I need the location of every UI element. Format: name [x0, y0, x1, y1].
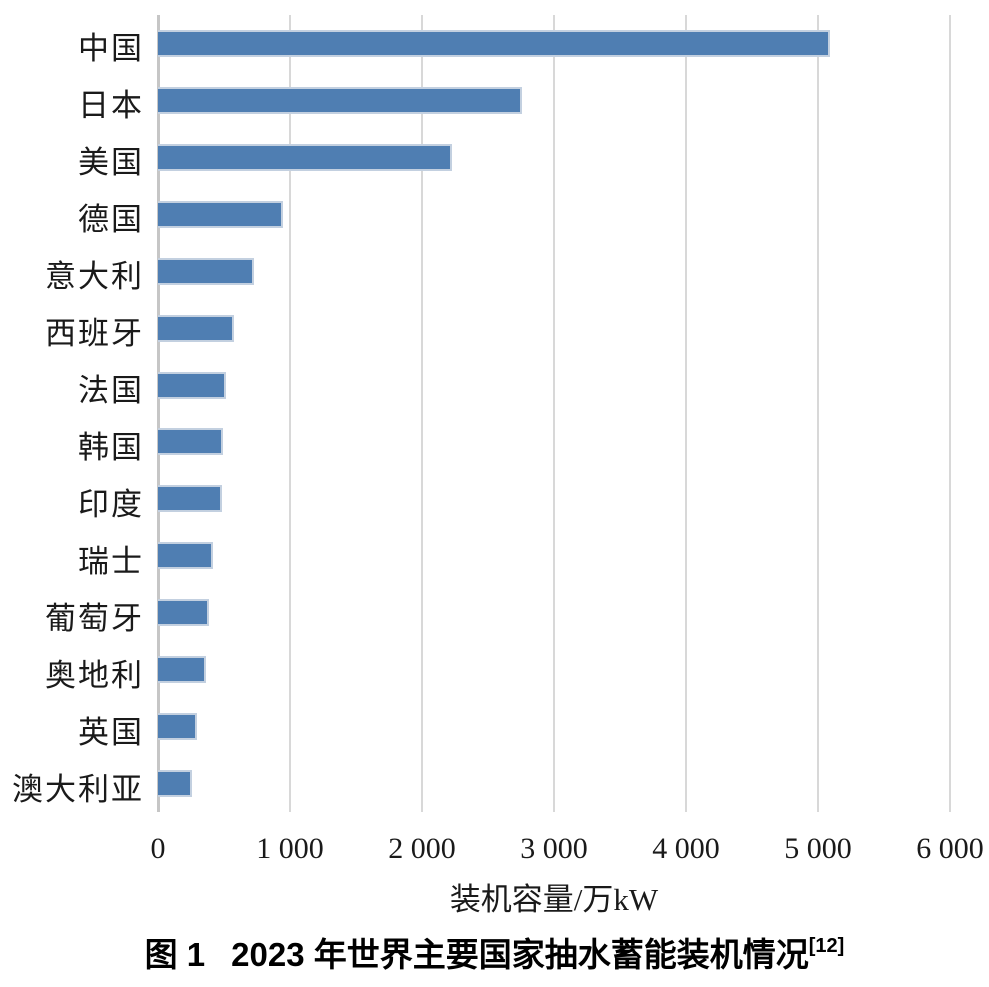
gridline: [817, 15, 819, 812]
bar: [158, 143, 453, 171]
bar: [158, 29, 830, 57]
category-label: 英国: [78, 714, 144, 750]
gridline: [421, 15, 423, 812]
x-tick-label: 1 000: [256, 832, 324, 865]
bar: [158, 428, 223, 456]
x-tick-label: 0: [150, 832, 166, 865]
figure-caption-number: 图 1: [144, 936, 206, 973]
plot-area: [157, 15, 951, 812]
figure-caption-reference: [12]: [808, 935, 845, 957]
gridline: [553, 15, 555, 812]
x-tick-label: 4 000: [652, 832, 720, 865]
gridline: [289, 15, 291, 812]
y-axis-line: [157, 15, 160, 812]
category-label: 葡萄牙: [45, 600, 144, 636]
bar: [158, 200, 284, 228]
bar: [158, 371, 226, 399]
bar: [158, 713, 197, 741]
category-label: 印度: [78, 486, 144, 522]
figure-caption: 图 1 2023 年世界主要国家抽水蓄能装机情况[12]: [0, 928, 989, 976]
category-label: 美国: [78, 145, 144, 181]
bar: [158, 257, 255, 285]
category-label: 德国: [78, 202, 144, 238]
x-tick-label: 5 000: [784, 832, 852, 865]
figure-caption-title: 2023 年世界主要国家抽水蓄能装机情况: [231, 936, 809, 973]
category-label: 韩国: [78, 429, 144, 465]
bar: [158, 542, 214, 570]
x-tick-label: 6 000: [916, 832, 984, 865]
y-axis-category-labels: 中国日本美国德国意大利西班牙法国韩国印度瑞士葡萄牙奥地利英国澳大利亚: [0, 15, 144, 812]
category-label: 瑞士: [78, 543, 144, 579]
bar: [158, 656, 206, 684]
category-label: 澳大利亚: [12, 771, 144, 807]
category-label: 日本: [78, 88, 144, 124]
bar: [158, 770, 193, 798]
category-label: 奥地利: [45, 657, 144, 693]
bar: [158, 599, 210, 627]
bar: [158, 485, 223, 513]
x-tick-label: 2 000: [388, 832, 456, 865]
gridline: [949, 15, 951, 812]
bar: [158, 86, 523, 114]
bar: [158, 314, 234, 342]
category-label: 法国: [78, 373, 144, 409]
category-label: 中国: [78, 31, 144, 67]
category-label: 意大利: [45, 259, 144, 295]
x-tick-label: 3 000: [520, 832, 588, 865]
x-axis-label: 装机容量/万kW: [449, 882, 659, 917]
category-label: 西班牙: [45, 316, 144, 352]
gridline: [685, 15, 687, 812]
